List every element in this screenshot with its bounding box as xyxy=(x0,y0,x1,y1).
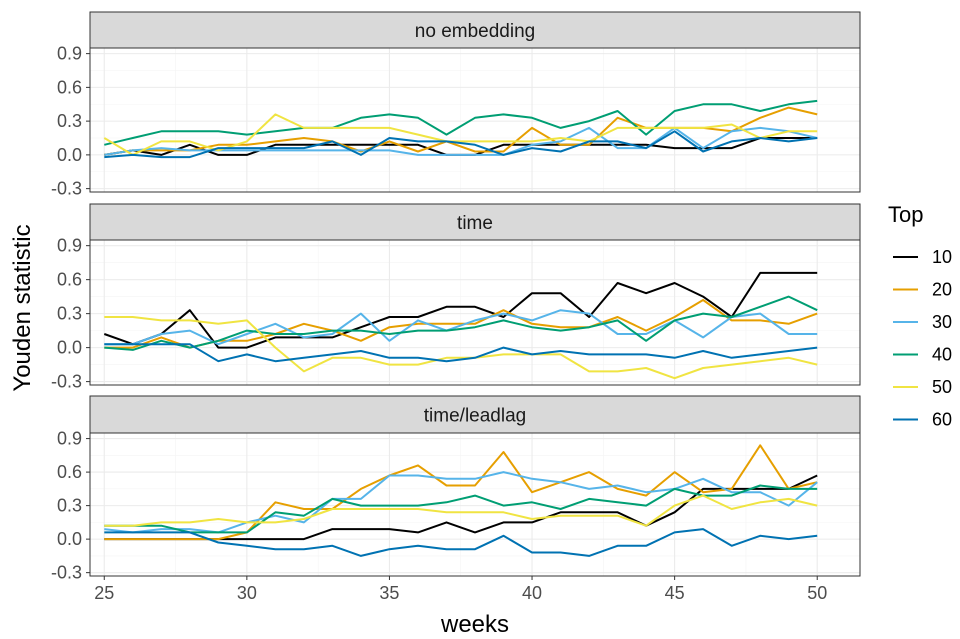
x-tick-label: 45 xyxy=(665,583,685,603)
series-line-top-40 xyxy=(104,99,818,146)
y-tick-label: 0.9 xyxy=(57,429,82,449)
y-tick-label: 0.3 xyxy=(57,304,82,324)
series-line-top-10 xyxy=(104,474,818,541)
legend-label: 60 xyxy=(932,410,952,430)
y-tick-label: 0.0 xyxy=(57,145,82,165)
series-line-top-20 xyxy=(104,299,818,349)
legend-label: 30 xyxy=(932,312,952,332)
series-line-top-40 xyxy=(104,484,818,534)
y-tick-label: 0.0 xyxy=(57,529,82,549)
y-tick-label: 0.0 xyxy=(57,338,82,358)
x-tick-label: 30 xyxy=(237,583,257,603)
legend-label: 10 xyxy=(932,247,952,267)
y-tick-label: -0.3 xyxy=(51,179,82,199)
y-tick-label: 0.6 xyxy=(57,270,82,290)
x-tick-label: 35 xyxy=(379,583,399,603)
legend-label: 20 xyxy=(932,280,952,300)
series-line-top-30 xyxy=(104,126,818,156)
plot-panel-border xyxy=(89,239,861,386)
series-line-top-60 xyxy=(104,343,818,363)
x-tick-label: 50 xyxy=(807,583,827,603)
plot-panel-border xyxy=(89,47,861,193)
y-axis-title: Youden statistic xyxy=(9,224,36,391)
legend-label: 40 xyxy=(932,345,952,365)
series-line-top-30 xyxy=(104,471,818,534)
series-line-top-50 xyxy=(104,316,818,380)
series-line-top-10 xyxy=(103,271,818,349)
plot-panel-bg xyxy=(90,433,860,576)
facet-panel: time/leadlag -0.3 0.0 0.3 0.6 0.9 xyxy=(51,395,861,583)
series-line-top-60 xyxy=(104,130,818,159)
series-line-top-50 xyxy=(104,494,818,527)
facet-strip-label: time xyxy=(457,213,493,234)
y-tick-label: 0.3 xyxy=(57,111,82,131)
series-line-top-30 xyxy=(104,309,818,346)
x-tick-label: 40 xyxy=(522,583,542,603)
legend: Top 10 20 30 40 50 60 xyxy=(888,202,952,430)
y-tick-label: 0.6 xyxy=(57,462,82,482)
x-axis: 25 30 35 40 45 50 xyxy=(94,576,827,603)
series-line-top-40 xyxy=(104,295,818,351)
facet-strip xyxy=(89,11,861,49)
facet-panel: time -0.3 0.0 0.3 0.6 0.9 xyxy=(51,203,861,392)
x-axis-title: weeks xyxy=(440,611,509,638)
y-tick-label: -0.3 xyxy=(51,372,82,392)
facet-strip-label: time/leadlag xyxy=(424,406,526,427)
y-tick-label: 0.9 xyxy=(57,236,82,256)
facet-strip-label: no embedding xyxy=(415,21,535,42)
series-line-top-60 xyxy=(104,528,818,557)
series-line-top-20 xyxy=(104,444,818,541)
y-tick-label: 0.9 xyxy=(57,44,82,64)
x-tick-label: 25 xyxy=(94,583,114,603)
facet-strip xyxy=(89,395,861,434)
y-tick-label: 0.6 xyxy=(57,77,82,97)
legend-title: Top xyxy=(888,202,923,227)
plot-panel-border xyxy=(89,432,861,577)
plot-panel-bg xyxy=(90,48,860,192)
y-tick-label: -0.3 xyxy=(51,563,82,583)
y-tick-label: 0.3 xyxy=(57,496,82,516)
facet-panel: no embedding -0.3 0.0 0.3 0.6 0.9 xyxy=(51,11,861,199)
panels-layer: no embedding -0.3 0.0 0.3 0.6 0.9 time -0.3 0.0 0… xyxy=(51,11,861,583)
legend-label: 50 xyxy=(932,377,952,397)
